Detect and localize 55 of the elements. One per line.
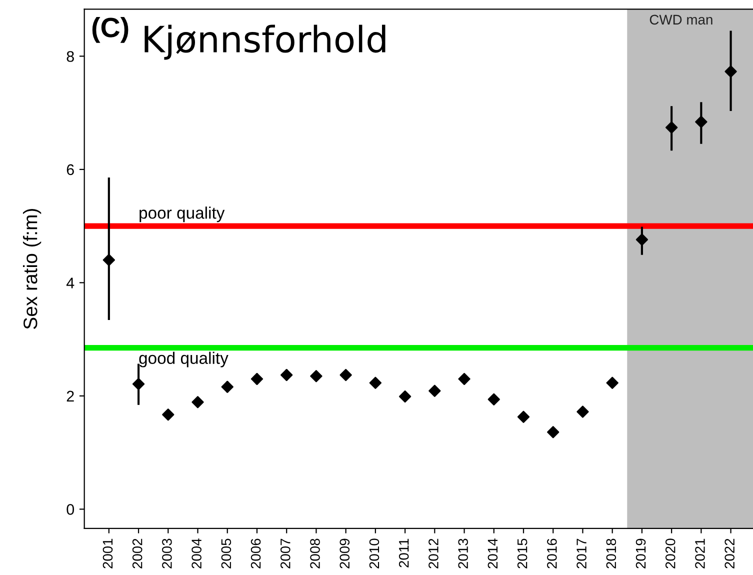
x-tick-label: 2016 — [547, 538, 557, 568]
x-tick-label: 2004 — [192, 538, 202, 568]
x-tick-label: 2019 — [636, 538, 646, 568]
point — [132, 378, 145, 390]
x-tick-label: 2001 — [102, 538, 113, 568]
band-label: CWD man — [650, 14, 712, 25]
y-tick-label: 2 — [66, 390, 74, 402]
x-tick-label: 2014 — [488, 538, 498, 568]
point — [102, 254, 115, 266]
x-tick-label: 2010 — [369, 538, 380, 568]
y-tick-label: 0 — [66, 504, 74, 515]
x-tick-label: 2009 — [340, 538, 350, 568]
x-tick-label: 2011 — [398, 538, 409, 568]
point — [458, 372, 470, 386]
x-tick-label: 2015 — [517, 538, 528, 568]
point — [310, 370, 322, 382]
point — [636, 234, 648, 246]
point — [488, 393, 500, 406]
x-tick-label: 2012 — [428, 538, 438, 568]
y-tick-label: 6 — [66, 164, 74, 176]
x-tick-label: 2022 — [724, 538, 735, 568]
x-tick-label: 2005 — [221, 538, 232, 568]
chart-title: Kjønnsforhold — [144, 24, 386, 60]
x-tick-label: 2003 — [162, 538, 172, 568]
point — [162, 408, 174, 421]
point — [280, 368, 293, 382]
point — [695, 116, 708, 128]
x-tick-label: 2007 — [280, 538, 290, 568]
annotation: (C) — [92, 16, 128, 43]
x-tick-label: 2018 — [606, 538, 616, 568]
point — [221, 380, 234, 393]
y-axis-title: Sex ratio (f:m) — [22, 208, 42, 329]
point — [428, 384, 441, 397]
ref-line-label: good quality — [139, 352, 228, 368]
point — [547, 426, 560, 438]
y-tick-label: 4 — [66, 278, 74, 288]
point — [369, 376, 382, 389]
ref-line-label: poor quality — [140, 206, 225, 222]
x-tick-label: 2013 — [458, 538, 468, 568]
x-tick-label: 2008 — [310, 538, 320, 568]
x-tick-label: 2002 — [132, 538, 142, 568]
point — [606, 376, 618, 389]
x-tick-label: 2021 — [695, 538, 705, 568]
point — [517, 410, 530, 423]
x-tick-label: 2020 — [665, 538, 676, 568]
x-tick-label: 2017 — [576, 538, 586, 568]
y-tick-label: 8 — [66, 51, 74, 62]
point — [398, 390, 412, 403]
x-tick-label: 2006 — [250, 538, 261, 568]
point — [250, 372, 264, 386]
point — [576, 406, 589, 418]
point — [340, 368, 352, 382]
point — [724, 65, 737, 78]
point — [665, 121, 678, 134]
point — [192, 396, 204, 408]
